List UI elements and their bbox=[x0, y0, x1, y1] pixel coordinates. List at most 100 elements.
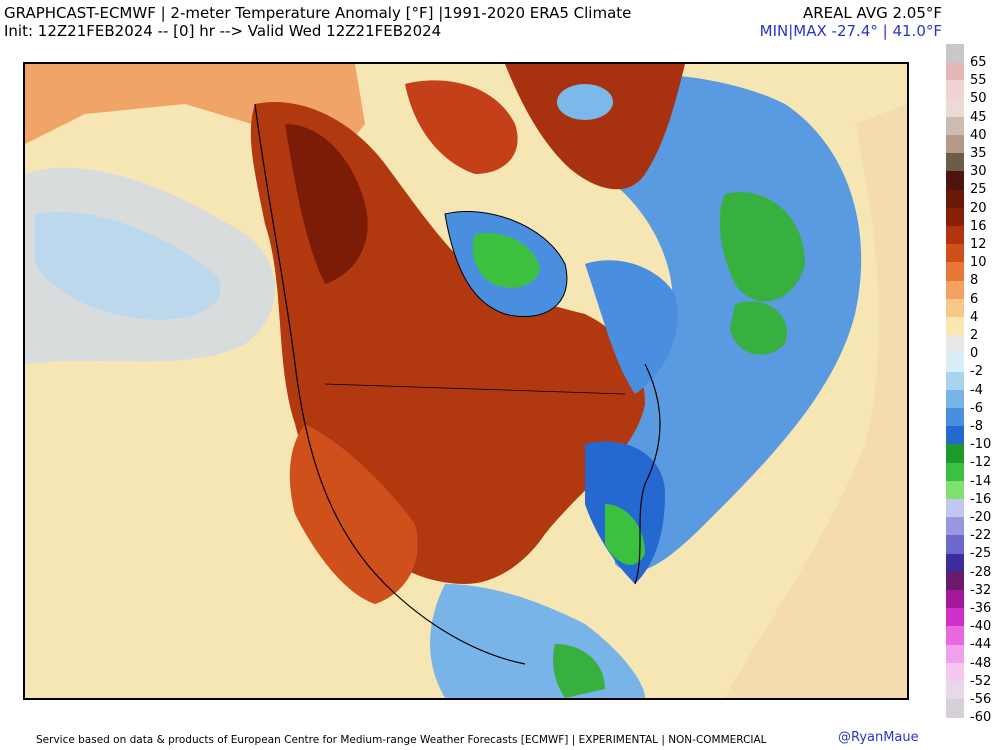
colorbar-label: -10 bbox=[970, 437, 992, 453]
colorbar-label: -25 bbox=[970, 546, 992, 562]
pacific-warm-region bbox=[25, 64, 365, 174]
colorbar-swatch bbox=[946, 317, 964, 336]
colorbar-swatch bbox=[946, 171, 964, 191]
arctic-archipelago-warm bbox=[405, 80, 518, 174]
pacific-cool-swirl bbox=[35, 212, 221, 320]
colorbar-swatch bbox=[946, 335, 964, 354]
colorbar-label: -20 bbox=[970, 510, 992, 525]
colorbar-swatch bbox=[946, 298, 964, 318]
southwest-warm bbox=[289, 424, 418, 604]
atlantic-green-patch bbox=[719, 192, 805, 302]
areal-average: AREAL AVG 2.05°F bbox=[802, 4, 942, 22]
colorbar-swatch bbox=[946, 189, 964, 209]
colorbar-swatch bbox=[946, 626, 964, 646]
colorbar-swatch bbox=[946, 353, 964, 373]
colorbar-label: -40 bbox=[970, 619, 992, 635]
colorbar-swatch bbox=[946, 535, 964, 555]
colorbar-label: -6 bbox=[970, 400, 983, 416]
colorbar-swatch bbox=[946, 553, 964, 573]
anomaly-map bbox=[23, 62, 909, 700]
colorbar-label: 50 bbox=[970, 91, 987, 107]
colorbar-swatch bbox=[946, 571, 964, 591]
colorbar-swatch bbox=[946, 116, 964, 136]
colorbar-swatch bbox=[946, 644, 964, 664]
eastern-canada-cold bbox=[585, 260, 678, 394]
colorbar-swatch bbox=[946, 244, 964, 263]
colorbar-label: -56 bbox=[970, 692, 992, 707]
author-credit: @RyanMaue bbox=[838, 730, 919, 745]
northwest-canada-hot bbox=[285, 124, 368, 284]
valid-time: Init: 12Z21FEB2024 -- [0] hr --> Valid W… bbox=[4, 22, 442, 40]
colorbar-swatch bbox=[946, 699, 964, 718]
colorbar-label: 55 bbox=[970, 73, 987, 89]
colorbar-swatch bbox=[946, 389, 964, 409]
colorbar-swatch bbox=[946, 499, 964, 518]
colorbar-swatch bbox=[946, 681, 964, 700]
colorbar-label: 0 bbox=[970, 346, 979, 362]
colorbar-swatch bbox=[946, 226, 964, 245]
map-canvas bbox=[25, 64, 907, 698]
colorbar-label: 4 bbox=[970, 309, 979, 325]
florida-green bbox=[605, 504, 645, 565]
central-america-green bbox=[553, 644, 605, 698]
colorbar-label: -28 bbox=[970, 564, 992, 580]
colorbar-swatch bbox=[946, 517, 964, 536]
colorbar-label: -32 bbox=[970, 582, 992, 598]
east-atlantic-region bbox=[725, 104, 907, 698]
colorbar-label: 6 bbox=[970, 291, 979, 307]
hudson-bay-green bbox=[472, 233, 540, 288]
colorbar-swatch bbox=[946, 80, 964, 100]
colorbar-swatch bbox=[946, 480, 964, 500]
colorbar-label: 16 bbox=[970, 218, 987, 234]
colorbar-label: 20 bbox=[970, 200, 987, 216]
colorbar-label: -2 bbox=[970, 364, 983, 380]
colorbar-swatch bbox=[946, 462, 964, 482]
map-title: GRAPHCAST-ECMWF | 2-meter Temperature An… bbox=[4, 4, 632, 22]
colorbar-label: 40 bbox=[970, 127, 987, 143]
colorbar-label: -12 bbox=[970, 455, 992, 471]
colorbar-label: -22 bbox=[970, 528, 992, 544]
disclaimer-text: Service based on data & products of Euro… bbox=[36, 734, 767, 746]
colorbar-label: -14 bbox=[970, 473, 992, 489]
colorbar-swatch bbox=[946, 98, 964, 118]
colorbar-label: -48 bbox=[970, 655, 992, 671]
colorbar-label: -52 bbox=[970, 673, 992, 689]
colorbar-swatch bbox=[946, 280, 964, 300]
colorbar-label: -4 bbox=[970, 382, 983, 398]
colorbar-label: -60 bbox=[970, 710, 992, 726]
colorbar-swatch bbox=[946, 371, 964, 391]
colorbar-swatch bbox=[946, 153, 964, 172]
min-max-readout: MIN|MAX -27.4° | 41.0°F bbox=[759, 22, 942, 40]
colorbar-label: 65 bbox=[970, 55, 987, 70]
atlantic-green-patch-2 bbox=[730, 301, 787, 355]
colorbar-swatch bbox=[946, 662, 964, 682]
colorbar-swatch bbox=[946, 44, 964, 63]
east-coastline bbox=[634, 363, 661, 585]
colorbar-label: 12 bbox=[970, 237, 987, 252]
hudson-bay-outline bbox=[444, 210, 568, 318]
colorbar-label: 10 bbox=[970, 255, 987, 271]
colorbar-label: 35 bbox=[970, 146, 987, 161]
west-coastline bbox=[254, 103, 526, 665]
colorbar-swatch bbox=[946, 408, 964, 427]
colorbar-label: 45 bbox=[970, 109, 987, 125]
colorbar-label: -44 bbox=[970, 637, 992, 653]
colorbar-label: 8 bbox=[970, 273, 979, 289]
colorbar-swatch bbox=[946, 608, 964, 627]
greenland-cool-spot bbox=[557, 84, 613, 120]
colorbar-label: 2 bbox=[970, 328, 979, 343]
colorbar-swatch bbox=[946, 135, 964, 154]
colorbar-swatch bbox=[946, 426, 964, 445]
colorbar-swatch bbox=[946, 207, 964, 227]
colorbar-label: -36 bbox=[970, 601, 992, 616]
us-canada-border bbox=[324, 383, 626, 395]
colorbar-label: -8 bbox=[970, 419, 983, 434]
greenland-warm-region bbox=[505, 64, 685, 190]
colorbar-label: -16 bbox=[970, 491, 992, 507]
colorbar-swatch bbox=[946, 444, 964, 464]
colorbar-swatch bbox=[946, 590, 964, 609]
colorbar-label: 30 bbox=[970, 164, 987, 180]
colorbar-swatch bbox=[946, 262, 964, 282]
colorbar-label: 25 bbox=[970, 182, 987, 198]
colorbar-swatch bbox=[946, 62, 964, 81]
